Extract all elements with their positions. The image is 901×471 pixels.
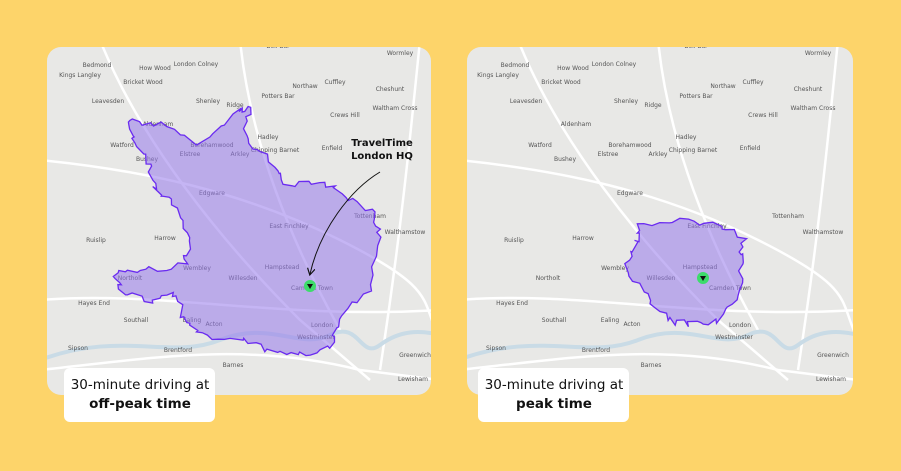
road <box>656 47 760 331</box>
place-label: Wormley <box>805 50 832 57</box>
place-label: Waltham Cross <box>373 105 418 112</box>
place-label: Northolt <box>536 275 561 282</box>
place-label: Potters Bar <box>679 93 713 100</box>
place-label: Edgware <box>617 190 643 197</box>
place-label: Bricket Wood <box>541 79 581 86</box>
place-label: Ruislip <box>86 237 106 244</box>
place-label: Enfield <box>740 145 761 152</box>
road <box>467 352 853 382</box>
place-label: Greenwich <box>399 352 431 359</box>
place-label: Arkley <box>649 151 668 158</box>
place-label: Cuffley <box>742 79 763 86</box>
map-background <box>467 47 853 395</box>
place-label: Walthamstow <box>803 229 844 236</box>
annotation-arrow <box>310 171 381 274</box>
road <box>467 158 853 341</box>
place-label: Lewisham <box>816 376 846 383</box>
place-label: Westminster <box>715 334 753 341</box>
place-label: Watford <box>528 142 552 149</box>
hq-icon <box>700 276 706 281</box>
river <box>467 329 853 362</box>
place-label: Bricket Wood <box>123 79 163 86</box>
place-label: Chipping Barnet <box>251 147 300 154</box>
place-label: Wormley <box>387 50 414 57</box>
caption: 30-minute driving at off-peak time <box>64 368 215 422</box>
place-label: Enfield <box>322 145 343 152</box>
place-label: Hayes End <box>78 300 110 307</box>
place-label: Bedmond <box>501 62 530 69</box>
place-label: Elstree <box>598 151 619 158</box>
place-label: Ridge <box>226 102 243 109</box>
place-label: Hayes End <box>496 300 528 307</box>
place-label: Tottenham <box>771 213 804 220</box>
place-label: Shenley <box>614 98 638 105</box>
isochrone <box>112 105 382 357</box>
place-label: Barnes <box>641 362 662 369</box>
place-label: Borehamwood <box>608 142 651 149</box>
place-label: London Colney <box>174 61 219 68</box>
place-label: London Colney <box>592 61 637 68</box>
place-label: Cheshunt <box>376 86 405 93</box>
place-label: Chipping Barnet <box>669 147 718 154</box>
place-label: Ealing <box>601 317 620 324</box>
place-label: Wembley <box>601 265 629 272</box>
place-label: Barnes <box>223 362 244 369</box>
place-label: Southall <box>542 317 567 324</box>
place-label: Hadley <box>258 134 279 141</box>
place-label: Kings Langley <box>477 72 519 79</box>
caption-line: 30-minute driving at <box>71 377 210 393</box>
place-label: Brentford <box>582 347 610 354</box>
isochrone <box>624 217 749 328</box>
place-label: Potters Bar <box>261 93 295 100</box>
place-label: Cheshunt <box>794 86 823 93</box>
place-label: London <box>729 322 751 329</box>
annotation: TravelTime <box>351 138 413 149</box>
annotation: London HQ <box>351 151 413 162</box>
road <box>378 47 422 371</box>
place-label: Acton <box>623 321 640 328</box>
place-label: Leavesden <box>510 98 542 105</box>
place-label: Hadley <box>676 134 697 141</box>
place-label: Leavesden <box>92 98 124 105</box>
place-label: Ruislip <box>504 237 524 244</box>
place-label: Northaw <box>710 83 735 90</box>
place-label: Bell Bar <box>266 43 290 50</box>
place-label: Waltham Cross <box>791 105 836 112</box>
place-label: Bushey <box>554 156 577 163</box>
place-label: Ridge <box>644 102 661 109</box>
place-label: Bedmond <box>83 62 112 69</box>
place-label: Brentford <box>164 347 192 354</box>
place-label: Watford <box>110 142 134 149</box>
place-label: Southall <box>124 317 149 324</box>
place-label: Lewisham <box>398 376 428 383</box>
hq-icon <box>307 284 313 289</box>
caption-line: off-peak time <box>89 396 191 412</box>
place-label: Harrow <box>154 235 176 242</box>
road <box>796 47 840 371</box>
place-label: Bell Bar <box>684 43 708 50</box>
place-label: Kings Langley <box>59 72 101 79</box>
place-label: Northaw <box>292 83 317 90</box>
place-label: Walthamstow <box>385 229 426 236</box>
place-label: Crews Hill <box>330 112 360 119</box>
road <box>47 352 431 382</box>
caption-line: peak time <box>516 396 592 412</box>
place-label: Greenwich <box>817 352 849 359</box>
place-label: Harrow <box>572 235 594 242</box>
place-label: Shenley <box>196 98 220 105</box>
place-label: Cuffley <box>324 79 345 86</box>
place-label: How Wood <box>557 65 589 72</box>
caption-line: 30-minute driving at <box>485 377 624 393</box>
place-label: Crews Hill <box>748 112 778 119</box>
place-label: Sipson <box>486 345 506 352</box>
caption: 30-minute driving at peak time <box>478 368 629 422</box>
place-label: Sipson <box>68 345 88 352</box>
road <box>467 296 853 314</box>
place-label: How Wood <box>139 65 171 72</box>
place-label: Aldenham <box>561 121 592 128</box>
